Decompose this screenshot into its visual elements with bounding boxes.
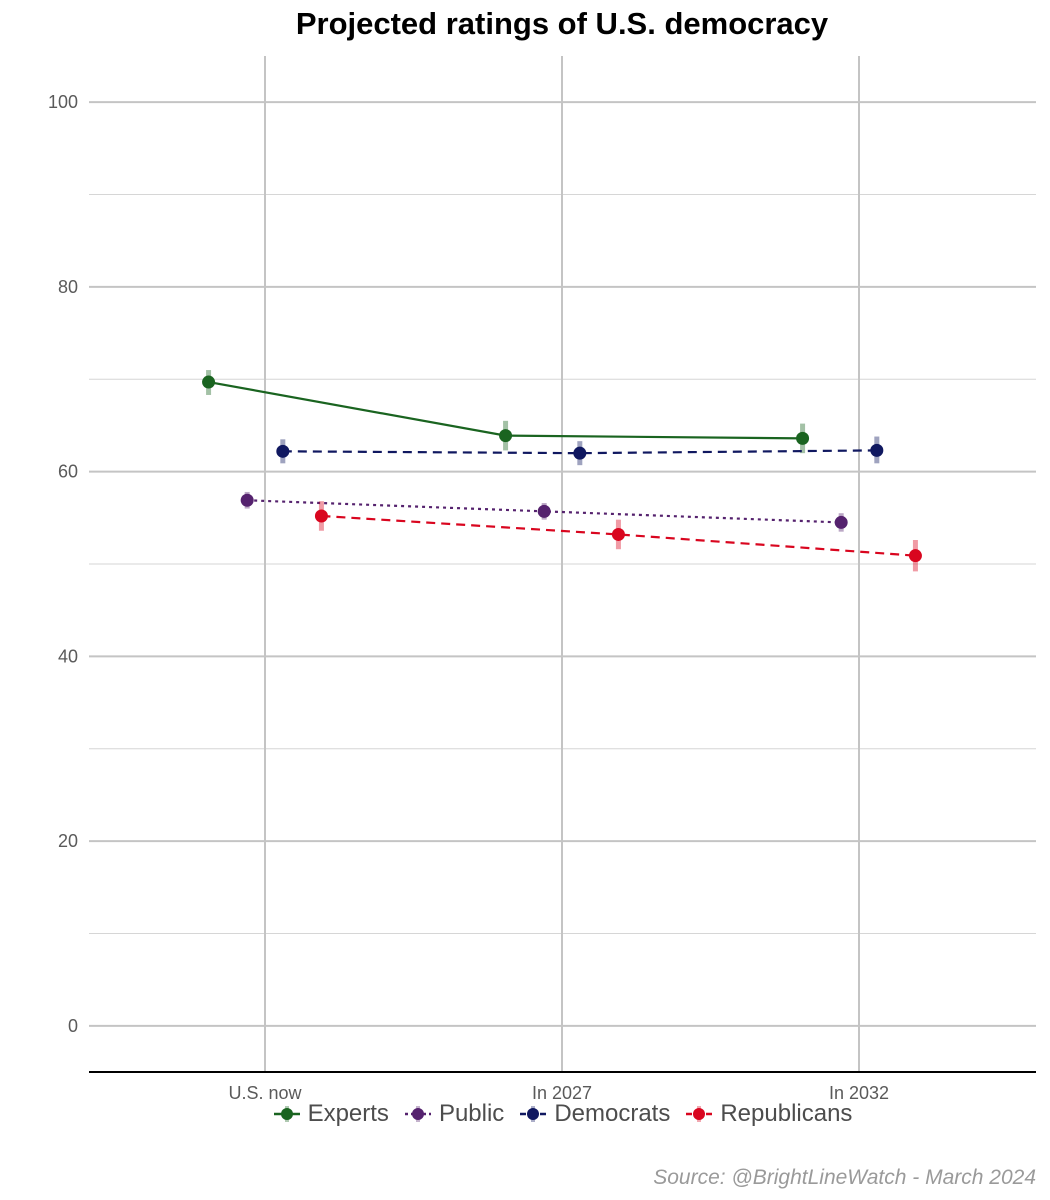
data-point <box>240 493 254 507</box>
data-point <box>202 375 216 389</box>
y-tick-label: 60 <box>58 462 78 482</box>
x-axis: U.S. now In 2027 In 2032 <box>89 1071 1036 1103</box>
legend-item-experts: Experts <box>272 1099 389 1129</box>
series-democrats <box>276 436 884 466</box>
legend-label: Republicans <box>720 1100 853 1127</box>
legend: Experts Public Democrats Republicans <box>0 1099 1050 1129</box>
y-tick-label: 0 <box>68 1016 78 1036</box>
y-axis: 0 20 40 60 80 100 <box>48 92 78 1036</box>
y-tick-label: 20 <box>58 831 78 851</box>
legend-label: Experts <box>307 1100 389 1127</box>
data-point <box>276 444 290 458</box>
legend-item-public: Public <box>403 1099 504 1129</box>
data-point <box>834 515 848 529</box>
data-point <box>611 527 625 541</box>
legend-key-icon <box>686 1106 713 1122</box>
y-tick-label: 80 <box>58 277 78 297</box>
data-point <box>499 429 513 443</box>
legend-item-republicans: Republicans <box>684 1099 852 1129</box>
legend-key-icon <box>273 1106 300 1122</box>
series <box>202 370 922 572</box>
series-republicans <box>314 501 922 572</box>
data-point <box>537 504 551 518</box>
y-tick-label: 40 <box>58 646 78 666</box>
legend-key-icon <box>520 1106 547 1122</box>
data-point <box>314 509 328 523</box>
x-tick-label: In 2032 <box>829 1083 889 1103</box>
source-caption: Source: @BrightLineWatch - March 2024 <box>653 1166 1036 1189</box>
series-public <box>240 491 848 532</box>
series-line <box>247 499 842 524</box>
series-line <box>321 514 916 557</box>
chart-title: Projected ratings of U.S. democracy <box>295 6 829 41</box>
y-tick-label: 100 <box>48 92 78 112</box>
data-point <box>908 549 922 563</box>
legend-label: Democrats <box>554 1100 671 1127</box>
series-line <box>282 449 877 455</box>
data-point <box>870 443 884 457</box>
grid <box>89 56 1036 1072</box>
legend-label: Public <box>438 1100 505 1127</box>
data-point <box>573 446 587 460</box>
series-experts <box>202 370 810 454</box>
legend-key-icon <box>404 1106 431 1122</box>
x-tick-label: U.S. now <box>228 1083 302 1103</box>
data-point <box>796 431 810 445</box>
legend-item-democrats: Democrats <box>518 1099 670 1129</box>
x-tick-label: In 2027 <box>532 1083 592 1103</box>
